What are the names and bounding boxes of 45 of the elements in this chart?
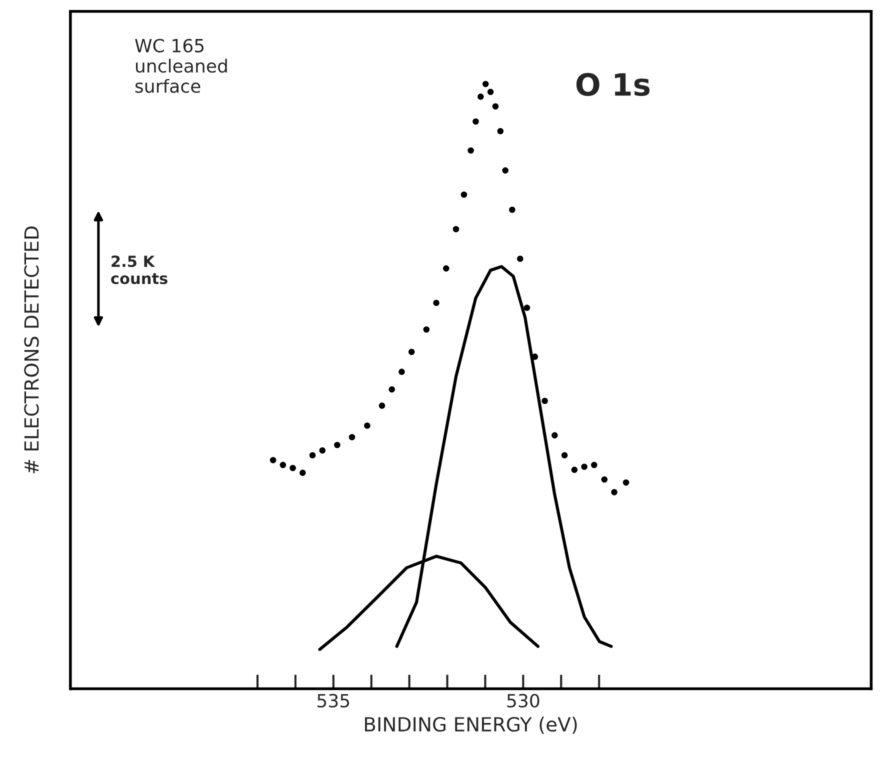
point xyxy=(492,103,499,110)
point xyxy=(309,452,316,458)
point xyxy=(601,476,608,483)
point xyxy=(433,300,440,306)
point xyxy=(571,466,578,473)
point xyxy=(442,265,450,272)
point xyxy=(364,422,370,429)
point xyxy=(542,398,548,404)
point xyxy=(478,94,484,100)
point xyxy=(348,434,356,440)
point xyxy=(561,452,568,458)
point xyxy=(581,464,588,470)
point xyxy=(482,80,489,88)
point xyxy=(423,326,430,333)
point xyxy=(378,402,386,409)
point xyxy=(398,368,405,375)
point xyxy=(497,128,504,134)
point xyxy=(388,386,396,393)
annotation: WC 165 uncleaned surface xyxy=(135,38,227,93)
annotation: O 1s xyxy=(576,72,650,96)
point xyxy=(622,479,630,486)
point xyxy=(611,489,618,496)
point xyxy=(300,470,306,476)
point xyxy=(524,304,530,311)
x-tick-label: 535 xyxy=(318,694,350,708)
point xyxy=(408,348,415,356)
point xyxy=(319,447,326,454)
point xyxy=(452,226,460,232)
y-axis-title: # ELECTRONS DETECTED xyxy=(24,226,39,474)
point xyxy=(290,464,296,472)
point xyxy=(280,462,286,468)
point xyxy=(334,442,340,448)
point xyxy=(270,456,276,464)
x-tick-label: 530 xyxy=(507,694,540,708)
point xyxy=(487,88,494,95)
x-axis-title: BINDING ENERGY (eV) xyxy=(365,716,577,734)
point xyxy=(472,118,479,125)
point xyxy=(460,191,468,198)
point xyxy=(509,206,516,213)
point xyxy=(516,256,524,262)
point xyxy=(552,432,558,438)
annotation: 2.5 K counts xyxy=(111,256,168,284)
point xyxy=(590,462,598,468)
point xyxy=(468,147,474,154)
point xyxy=(502,167,508,174)
